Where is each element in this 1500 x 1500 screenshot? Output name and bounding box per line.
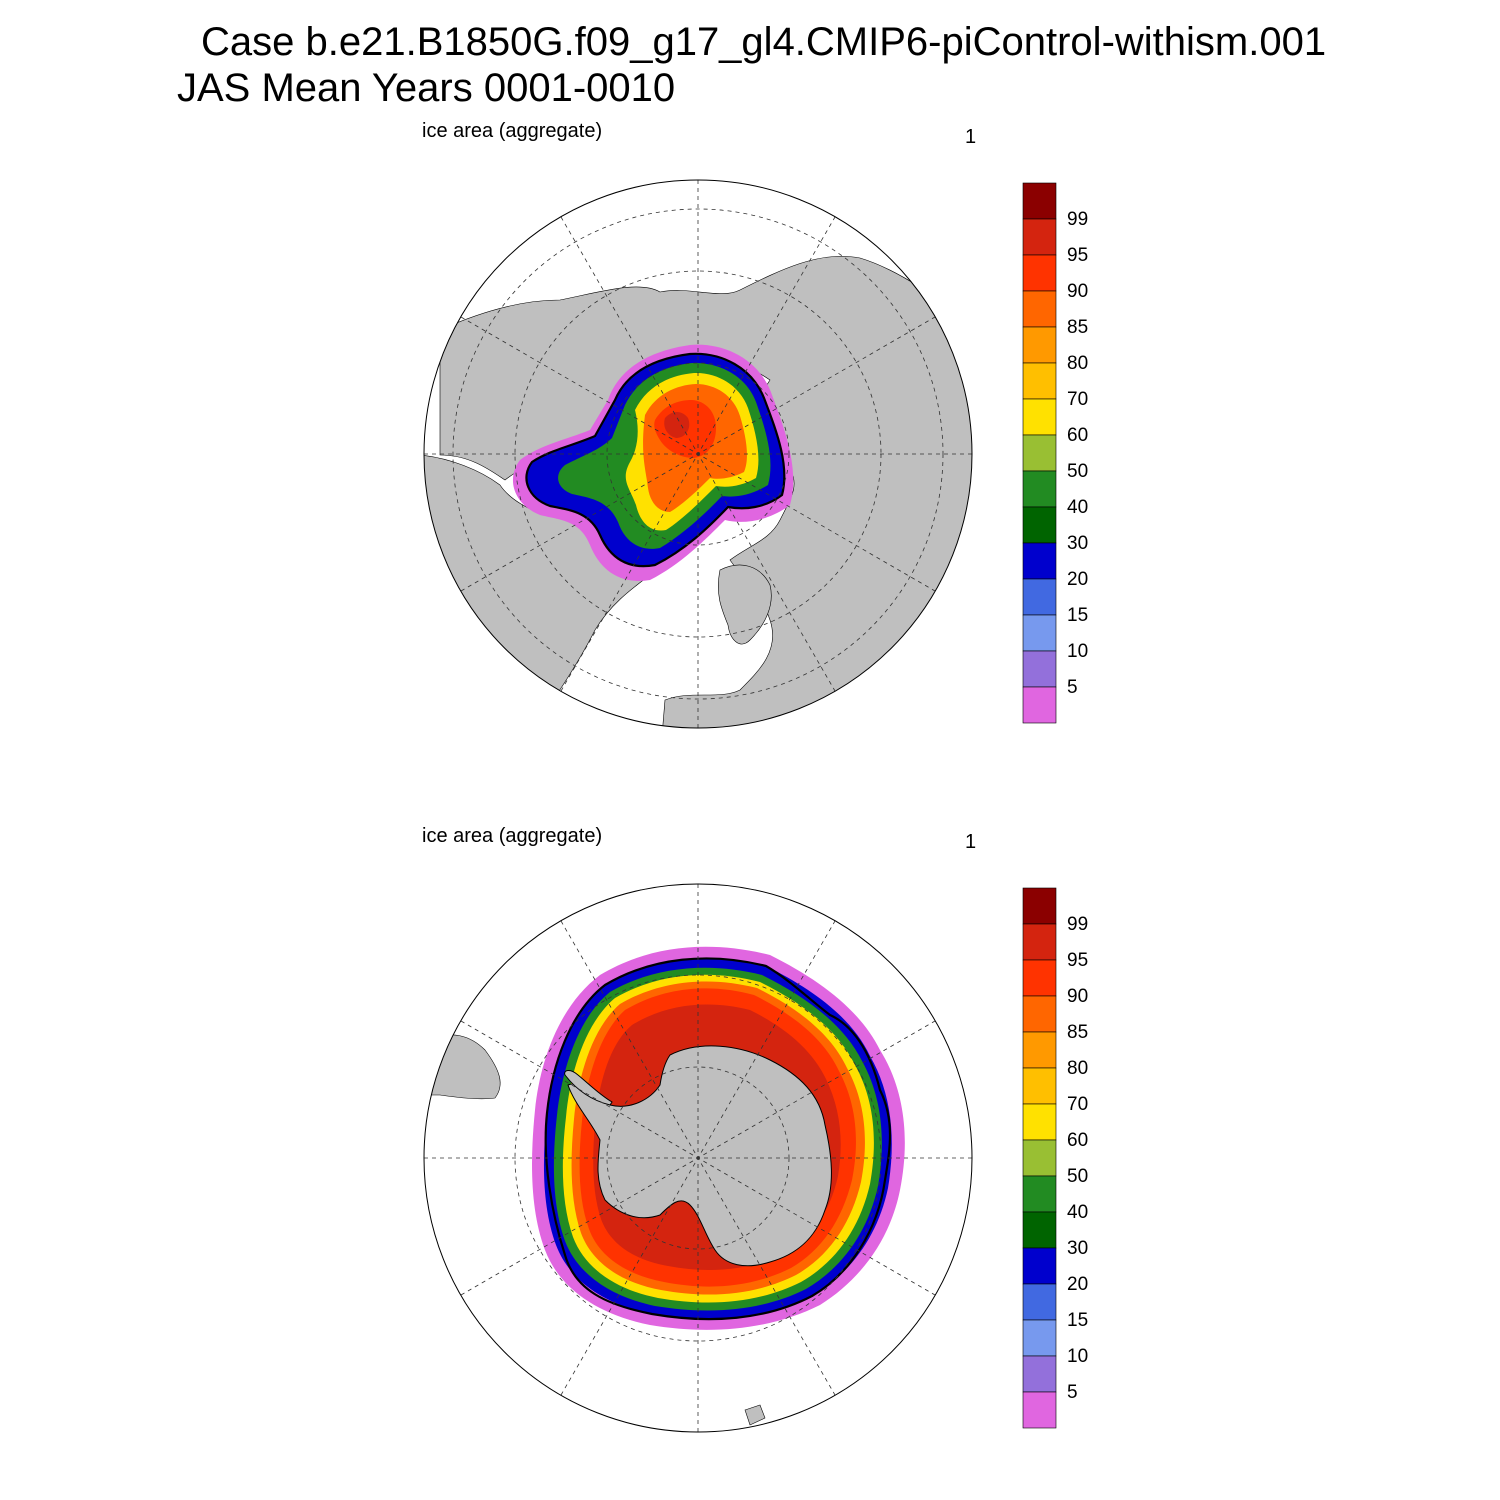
colorbar-north-swatch-12: [1022, 614, 1057, 652]
south-polar-map: [423, 883, 973, 1433]
colorbar-south-level-label: 20: [1067, 1274, 1088, 1295]
colorbar-north-level-label: 70: [1067, 389, 1088, 410]
colorbar-north-swatch-3: [1022, 290, 1057, 328]
colorbar-south-swatch-12: [1022, 1319, 1057, 1357]
colorbar-south-swatch-13: [1022, 1355, 1057, 1393]
north-map-border: [423, 179, 973, 729]
colorbar-north-swatch-7: [1022, 434, 1057, 472]
colorbar-north-swatch-8: [1022, 470, 1057, 508]
colorbar-south-swatch-4: [1022, 1031, 1057, 1069]
colorbar-south-level-label: 85: [1067, 1022, 1088, 1043]
south-graticule: [424, 884, 972, 1432]
ice-band-99: [664, 412, 690, 438]
colorbar-north-swatch-10: [1022, 542, 1057, 580]
colorbar-south-level-label: 15: [1067, 1310, 1088, 1331]
colorbar-north-level-label: 85: [1067, 317, 1088, 338]
colorbar-south-level-label: 99: [1067, 914, 1088, 935]
south-map-border: [423, 883, 973, 1433]
figure-title-line2: JAS Mean Years 0001-0010: [177, 66, 676, 110]
colorbar-south-swatch-10: [1022, 1247, 1057, 1285]
south-sea-ice: [532, 946, 905, 1330]
colorbar-south-level-label: 95: [1067, 950, 1088, 971]
colorbar-north-swatch-4: [1022, 326, 1057, 364]
colorbar-south-level-label: 50: [1067, 1166, 1088, 1187]
colorbar-south-level-label: 5: [1067, 1382, 1078, 1403]
colorbar-south-swatch-5: [1022, 1067, 1057, 1105]
colorbar-north-swatch-9: [1022, 506, 1057, 544]
colorbar-north-swatch-0: [1022, 182, 1057, 220]
north-graticule: [424, 180, 972, 728]
colorbar-south-swatch-7: [1022, 1139, 1057, 1177]
north-polar-map: [423, 179, 973, 729]
colorbar-north-level-label: 99: [1067, 209, 1088, 230]
colorbar-south-level-label: 70: [1067, 1094, 1088, 1115]
colorbar-south: 99 95 90 85 80 70 60 50 40 30 20 15 10 5: [1022, 887, 1088, 1429]
colorbar-north-swatch-11: [1022, 578, 1057, 616]
figure-title-line1: Case b.e21.B1850G.f09_g17_gl4.CMIP6-piCo…: [201, 20, 1327, 64]
colorbar-north-level-label: 60: [1067, 425, 1088, 446]
colorbar-south-level-label: 40: [1067, 1202, 1088, 1223]
colorbar-south-level-label: 80: [1067, 1058, 1088, 1079]
panel-south-number: 1: [965, 831, 977, 853]
colorbar-north-swatch-5: [1022, 362, 1057, 400]
colorbar-north-level-label: 50: [1067, 461, 1088, 482]
ice-edge-contour: [544, 957, 892, 1321]
colorbar-south-swatch-14: [1022, 1391, 1057, 1429]
colorbar-north-level-label: 15: [1067, 605, 1088, 626]
colorbar-north-swatch-6: [1022, 398, 1057, 436]
colorbar-south-swatch-2: [1022, 959, 1057, 997]
ice-edge-contour: [525, 352, 786, 568]
colorbar-south-swatch-9: [1022, 1211, 1057, 1249]
colorbar-south-swatch-1: [1022, 923, 1057, 961]
colorbar-north-level-label: 80: [1067, 353, 1088, 374]
south-land-peninsula: [564, 1070, 613, 1106]
south-land-small-island: [744, 1404, 766, 1426]
colorbar-north-level-label: 90: [1067, 281, 1088, 302]
colorbar-north-swatch-2: [1022, 254, 1057, 292]
colorbar-north-level-label: 30: [1067, 533, 1088, 554]
north-land-scandinavia: [717, 564, 772, 645]
panel-north-number: 1: [965, 126, 977, 148]
colorbar-south-level-label: 90: [1067, 986, 1088, 1007]
colorbar-north-swatch-1: [1022, 218, 1057, 256]
colorbar-north-level-label: 40: [1067, 497, 1088, 518]
north-sea-ice: [512, 344, 794, 581]
colorbar-south-swatch-0: [1022, 887, 1057, 925]
colorbar-south-level-label: 60: [1067, 1130, 1088, 1151]
colorbar-north: 99 95 90 85 80 70 60 50 40 30 20 15 10 5: [1022, 182, 1088, 724]
colorbar-south-swatch-6: [1022, 1103, 1057, 1141]
colorbar-north-swatch-14: [1022, 686, 1057, 724]
colorbar-south-swatch-11: [1022, 1283, 1057, 1321]
colorbar-north-swatch-13: [1022, 650, 1057, 688]
colorbar-south-swatch-8: [1022, 1175, 1057, 1213]
colorbar-north-level-label: 5: [1067, 677, 1078, 698]
panel-north-label: ice area (aggregate): [422, 120, 603, 142]
colorbar-south-level-label: 30: [1067, 1238, 1088, 1259]
colorbar-north-level-label: 95: [1067, 245, 1088, 266]
panel-south-label: ice area (aggregate): [422, 825, 603, 847]
colorbar-south-level-label: 10: [1067, 1346, 1088, 1367]
colorbar-north-level-label: 20: [1067, 569, 1088, 590]
colorbar-north-level-label: 10: [1067, 641, 1088, 662]
colorbar-south-swatch-3: [1022, 995, 1057, 1033]
